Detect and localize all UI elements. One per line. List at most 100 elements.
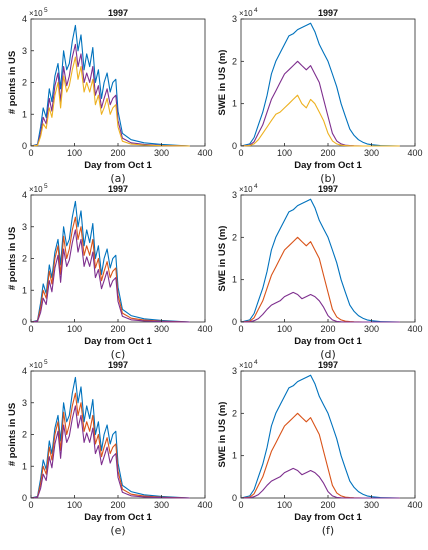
panel-d: 0 100 200 300 400 0 1 2 3×10 4 1997 Day from Oct 1 S…	[217, 183, 423, 361]
x-axis-label: Day from Oct 1	[84, 512, 152, 523]
x-tick-label: 0	[28, 324, 33, 334]
panel-a: 0 100 200 300 400 0 1 2 3 4×10 5 1997 Day from Oct 1…	[7, 7, 213, 185]
x-axis-label: Day from Oct 1	[84, 336, 152, 347]
y-axis-label: SWE in US (m)	[217, 226, 228, 292]
y-tick-label: 1	[232, 99, 237, 109]
x-tick-label: 200	[320, 148, 335, 158]
y-axis-label: SWE in US (m)	[217, 50, 228, 116]
panel-e: 0 100 200 300 400 0 1 2 3 4×10 5 1997 Day from Oct 1…	[7, 359, 213, 537]
axis-multiplier-exponent: 5	[44, 359, 48, 366]
x-tick-label: 100	[67, 500, 82, 510]
axes-box	[240, 370, 416, 499]
panel-caption: (a)	[110, 172, 125, 185]
panel-caption: (e)	[110, 524, 125, 537]
y-tick-label: 0	[232, 493, 237, 503]
x-tick-label: 400	[407, 148, 422, 158]
y-tick-label: 1	[232, 451, 237, 461]
axis-multiplier: ×10	[239, 185, 253, 194]
panel-caption: (b)	[320, 172, 336, 185]
y-tick-label: 0	[232, 141, 237, 151]
series-line-2	[30, 216, 190, 323]
panel-f: 0 100 200 300 400 0 1 2 3×10 4 1997 Day from Oct 1 S…	[217, 359, 423, 537]
x-tick-label: 100	[277, 500, 292, 510]
chart-title: 1997	[318, 360, 338, 370]
y-tick-label: 0	[22, 317, 27, 327]
x-tick-label: 100	[277, 324, 292, 334]
x-tick-label: 300	[154, 324, 169, 334]
series-line-2	[30, 43, 190, 147]
x-tick-label: 400	[407, 324, 422, 334]
y-tick-label: 3	[22, 222, 27, 232]
series-line-3	[240, 291, 400, 323]
y-tick-label: 2	[22, 430, 27, 440]
axis-multiplier: ×10	[29, 185, 43, 194]
chart-title: 1997	[108, 360, 128, 370]
panel-caption: (d)	[320, 348, 336, 361]
x-tick-label: 300	[364, 324, 379, 334]
y-tick-label: 2	[22, 78, 27, 88]
y-tick-label: 0	[22, 141, 27, 151]
y-tick-label: 4	[22, 190, 27, 200]
series-line-1	[30, 24, 190, 147]
axis-multiplier: ×10	[239, 361, 253, 370]
series-line-1	[30, 376, 190, 499]
panel-caption: (c)	[111, 348, 126, 361]
x-tick-label: 400	[407, 500, 422, 510]
x-tick-label: 200	[110, 500, 125, 510]
chart-title: 1997	[318, 184, 338, 194]
y-tick-label: 3	[22, 398, 27, 408]
x-tick-label: 0	[28, 148, 33, 158]
x-tick-label: 400	[197, 500, 212, 510]
series-line-1	[240, 198, 400, 323]
y-tick-label: 0	[232, 317, 237, 327]
y-tick-label: 3	[232, 366, 237, 376]
y-tick-label: 2	[232, 232, 237, 242]
axis-multiplier-exponent: 4	[254, 7, 258, 14]
axis-multiplier: ×10	[29, 361, 43, 370]
series-line-2	[30, 392, 190, 499]
axis-multiplier: ×10	[29, 9, 43, 18]
y-tick-label: 2	[232, 56, 237, 66]
y-tick-label: 4	[22, 366, 27, 376]
chart-title: 1997	[108, 184, 128, 194]
x-tick-label: 0	[238, 148, 243, 158]
series-line-3	[30, 405, 190, 499]
x-tick-label: 200	[320, 324, 335, 334]
chart-title: 1997	[318, 8, 338, 18]
y-axis-label: # points in US	[7, 227, 18, 290]
y-axis-label: # points in US	[7, 403, 18, 466]
axis-multiplier-exponent: 5	[44, 7, 48, 14]
y-tick-label: 2	[232, 408, 237, 418]
y-tick-label: 0	[22, 493, 27, 503]
y-tick-label: 3	[232, 14, 237, 24]
x-axis-label: Day from Oct 1	[294, 512, 362, 523]
panel-caption: (f)	[322, 524, 334, 537]
axis-multiplier-exponent: 4	[254, 183, 258, 190]
x-tick-label: 100	[67, 148, 82, 158]
x-tick-label: 300	[364, 500, 379, 510]
x-tick-label: 400	[197, 148, 212, 158]
series-line-3	[240, 94, 400, 147]
x-axis-label: Day from Oct 1	[294, 336, 362, 347]
y-tick-label: 1	[22, 109, 27, 119]
x-tick-label: 200	[110, 148, 125, 158]
x-axis-label: Day from Oct 1	[294, 160, 362, 171]
x-tick-label: 0	[238, 324, 243, 334]
axes-box	[240, 194, 416, 323]
y-tick-label: 3	[22, 46, 27, 56]
x-tick-label: 0	[238, 500, 243, 510]
y-axis-label: SWE in US (m)	[217, 402, 228, 468]
series-line-1	[240, 374, 400, 499]
axis-multiplier-exponent: 5	[44, 183, 48, 190]
x-tick-label: 100	[277, 148, 292, 158]
panel-c: 0 100 200 300 400 0 1 2 3 4×10 5 1997 Day from Oct 1…	[7, 183, 213, 361]
axis-multiplier: ×10	[239, 9, 253, 18]
y-tick-label: 1	[232, 275, 237, 285]
chart-title: 1997	[108, 8, 128, 18]
x-tick-label: 200	[110, 324, 125, 334]
x-tick-label: 300	[364, 148, 379, 158]
series-line-3	[30, 56, 190, 147]
series-line-3	[240, 467, 400, 499]
x-tick-label: 300	[154, 500, 169, 510]
